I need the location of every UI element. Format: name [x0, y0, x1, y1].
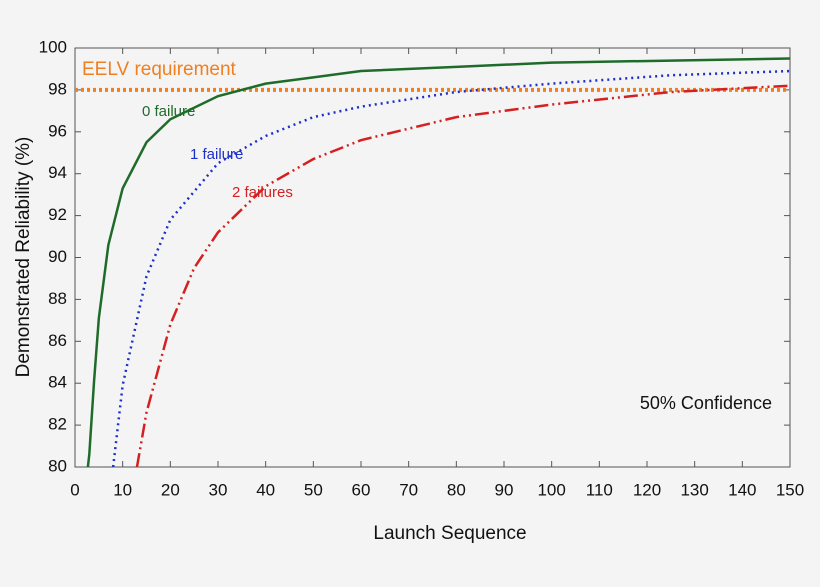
x-tick-label: 0 — [70, 480, 79, 499]
x-tick-label: 110 — [586, 480, 613, 499]
y-tick-label: 96 — [48, 121, 67, 140]
x-tick-label: 40 — [256, 480, 275, 499]
x-tick-label: 50 — [304, 480, 323, 499]
series-line — [111, 69, 790, 467]
x-axis-label: Launch Sequence — [373, 523, 526, 544]
x-tick-label: 80 — [447, 480, 466, 499]
y-axis-label: Demonstrated Reliability (%) — [13, 137, 34, 378]
y-tick-label: 94 — [48, 163, 67, 182]
x-tick-label: 90 — [495, 480, 514, 499]
y-tick-label: 82 — [48, 415, 67, 434]
y-tick-label: 90 — [48, 247, 67, 266]
reference-label: EELV requirement — [82, 59, 237, 80]
annotation: 50% Confidence — [640, 393, 772, 413]
y-tick-label: 84 — [48, 373, 67, 392]
x-tick-label: 120 — [633, 480, 661, 499]
x-tick-label: 70 — [399, 480, 418, 499]
y-tick-label: 88 — [48, 289, 67, 308]
series-label: 1 failure — [190, 146, 243, 163]
x-tick-label: 30 — [209, 480, 228, 499]
x-tick-label: 100 — [537, 480, 565, 499]
y-tick-label: 80 — [48, 456, 67, 475]
y-tick-label: 98 — [48, 79, 67, 98]
series-label: 2 failures — [232, 184, 293, 201]
x-tick-label: 140 — [728, 480, 756, 499]
x-tick-label: 20 — [161, 480, 180, 499]
series-label: 0 failure — [142, 103, 195, 120]
y-tick-label: 86 — [48, 331, 67, 350]
x-tick-label: 150 — [776, 480, 804, 499]
series-line — [135, 84, 790, 467]
y-tick-label: 92 — [48, 205, 67, 224]
x-tick-label: 10 — [113, 480, 132, 499]
y-tick-label: 100 — [39, 37, 67, 56]
x-tick-label: 130 — [680, 480, 708, 499]
x-tick-label: 60 — [352, 480, 371, 499]
series-line — [86, 57, 790, 467]
